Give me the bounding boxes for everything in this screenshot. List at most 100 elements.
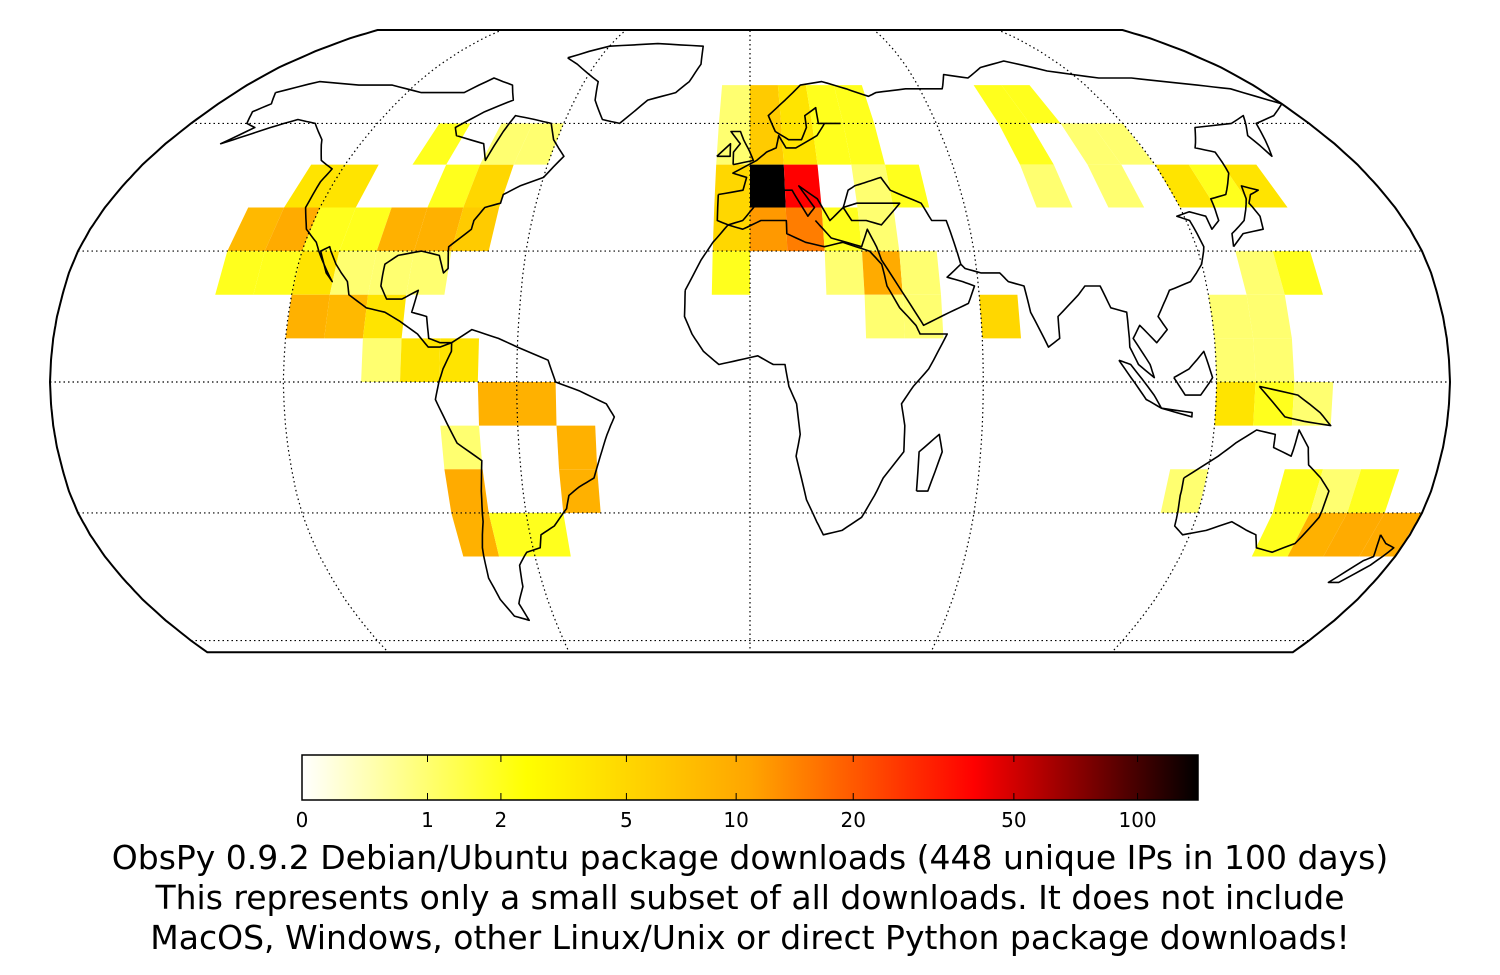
heatmap-cell <box>1246 294 1292 339</box>
heatmap-cell <box>718 85 750 124</box>
heatmap-cell <box>1188 164 1252 208</box>
heatmap-cell <box>885 164 930 208</box>
coastline <box>1173 350 1214 396</box>
heatmap-cell <box>1222 164 1288 208</box>
colorbar-gradient <box>301 754 1199 801</box>
meridian <box>873 30 984 653</box>
heatmap-cell <box>851 164 894 208</box>
heatmap-cell <box>463 164 514 208</box>
colorbar-tick-label: 5 <box>620 808 633 832</box>
heatmap-cell <box>526 512 571 557</box>
heatmap-cell <box>406 251 452 295</box>
heatmap-cell <box>376 207 428 252</box>
heatmap-cell <box>1214 382 1256 426</box>
heatmap-cell <box>712 207 750 252</box>
heatmap-cell <box>805 85 844 124</box>
coastline <box>730 130 755 166</box>
heatmap-cell <box>785 207 825 252</box>
coastline <box>219 77 565 348</box>
heatmap-cell <box>1272 469 1323 513</box>
colorbar-ticks: 0 1 2 5 10 20 50 100 <box>296 755 1157 832</box>
heatmap-cell <box>556 425 598 470</box>
heatmap-cell <box>513 123 564 165</box>
heatmap-cell <box>1287 512 1348 557</box>
heatmap-cell <box>451 207 500 252</box>
graticule <box>50 30 1450 653</box>
heatmap-cell <box>1253 338 1295 382</box>
heatmap-cell <box>864 294 905 339</box>
heatmap-cell <box>750 164 786 208</box>
heatmap-cell <box>227 207 285 252</box>
heatmap-cell <box>781 123 818 165</box>
coastline <box>683 219 948 536</box>
caption-title: ObsPy 0.9.2 Debian/Ubuntu package downlo… <box>111 838 1389 877</box>
heatmap-cell <box>750 207 788 252</box>
heatmap-cell <box>812 123 852 165</box>
colorbar: 0 1 2 5 10 20 50 100 <box>296 754 1199 832</box>
heatmap-cell <box>1001 85 1061 124</box>
heatmap-cell <box>843 123 885 165</box>
coastline <box>915 433 943 492</box>
heatmap-cell <box>368 251 414 295</box>
colorbar-tick-label: 50 <box>1001 808 1026 832</box>
world-map <box>48 29 1452 654</box>
coastline <box>1161 407 1193 418</box>
heatmap-cell <box>444 469 489 513</box>
heatmap-cell <box>451 512 500 557</box>
heatmap-cell <box>711 251 750 295</box>
heatmap-cell <box>516 382 557 426</box>
heatmap-cell <box>1208 294 1254 339</box>
heatmap-cell <box>477 382 518 426</box>
heatmap-cell <box>899 251 941 295</box>
heatmap-cell <box>480 123 533 165</box>
colorbar-tick-label: 2 <box>495 808 508 832</box>
heatmap-cell <box>979 294 1021 339</box>
heatmap-cells <box>215 85 1422 557</box>
heatmap-cell <box>857 207 900 252</box>
meridian <box>998 30 1218 653</box>
heatmap-cell <box>329 251 377 295</box>
heatmap-cell <box>291 251 340 295</box>
heatmap-cell <box>998 123 1054 165</box>
heatmap-cell <box>414 207 464 252</box>
heatmap-cell <box>1291 382 1334 426</box>
heatmap-cell <box>777 85 813 124</box>
coastline <box>1327 534 1395 584</box>
heatmap-cell <box>362 294 407 339</box>
heatmap-cell <box>438 338 479 382</box>
heatmap-cell <box>1155 164 1216 208</box>
heatmap-cell <box>1347 469 1400 513</box>
coastline <box>1231 185 1264 248</box>
heatmap-cell <box>440 425 483 470</box>
coastlines <box>219 42 1395 622</box>
heatmap-cell <box>488 512 535 557</box>
heatmap-cell <box>339 207 392 252</box>
heatmap-cell <box>400 338 441 382</box>
coastline <box>434 328 616 622</box>
heatmap-cell <box>750 85 782 124</box>
heatmap-cell <box>253 251 302 295</box>
colorbar-tick-label: 10 <box>723 808 748 832</box>
coastline <box>567 42 704 125</box>
heatmap-cell <box>427 164 480 208</box>
heatmap-cell <box>783 164 822 208</box>
heatmap-cell <box>862 251 903 295</box>
heatmap-cell <box>1235 251 1285 295</box>
heatmap-cell <box>319 164 379 208</box>
heatmap-cell <box>1272 251 1323 295</box>
heatmap-cell <box>1251 512 1310 557</box>
colorbar-tick-label: 100 <box>1118 808 1156 832</box>
heatmap-cell <box>361 338 402 382</box>
heatmap-cell <box>824 251 865 295</box>
heatmap-cell <box>973 85 1030 124</box>
heatmap-cell <box>215 251 265 295</box>
coastline <box>1173 429 1330 553</box>
heatmap-cell <box>1087 164 1145 208</box>
colorbar-tick-label: 20 <box>841 808 866 832</box>
map-boundary <box>48 29 1452 654</box>
meridian <box>282 30 502 653</box>
heatmap-cell <box>284 164 345 208</box>
heatmap-cell <box>1020 164 1073 208</box>
heatmap-cell <box>902 294 944 339</box>
coastline <box>1258 385 1332 427</box>
